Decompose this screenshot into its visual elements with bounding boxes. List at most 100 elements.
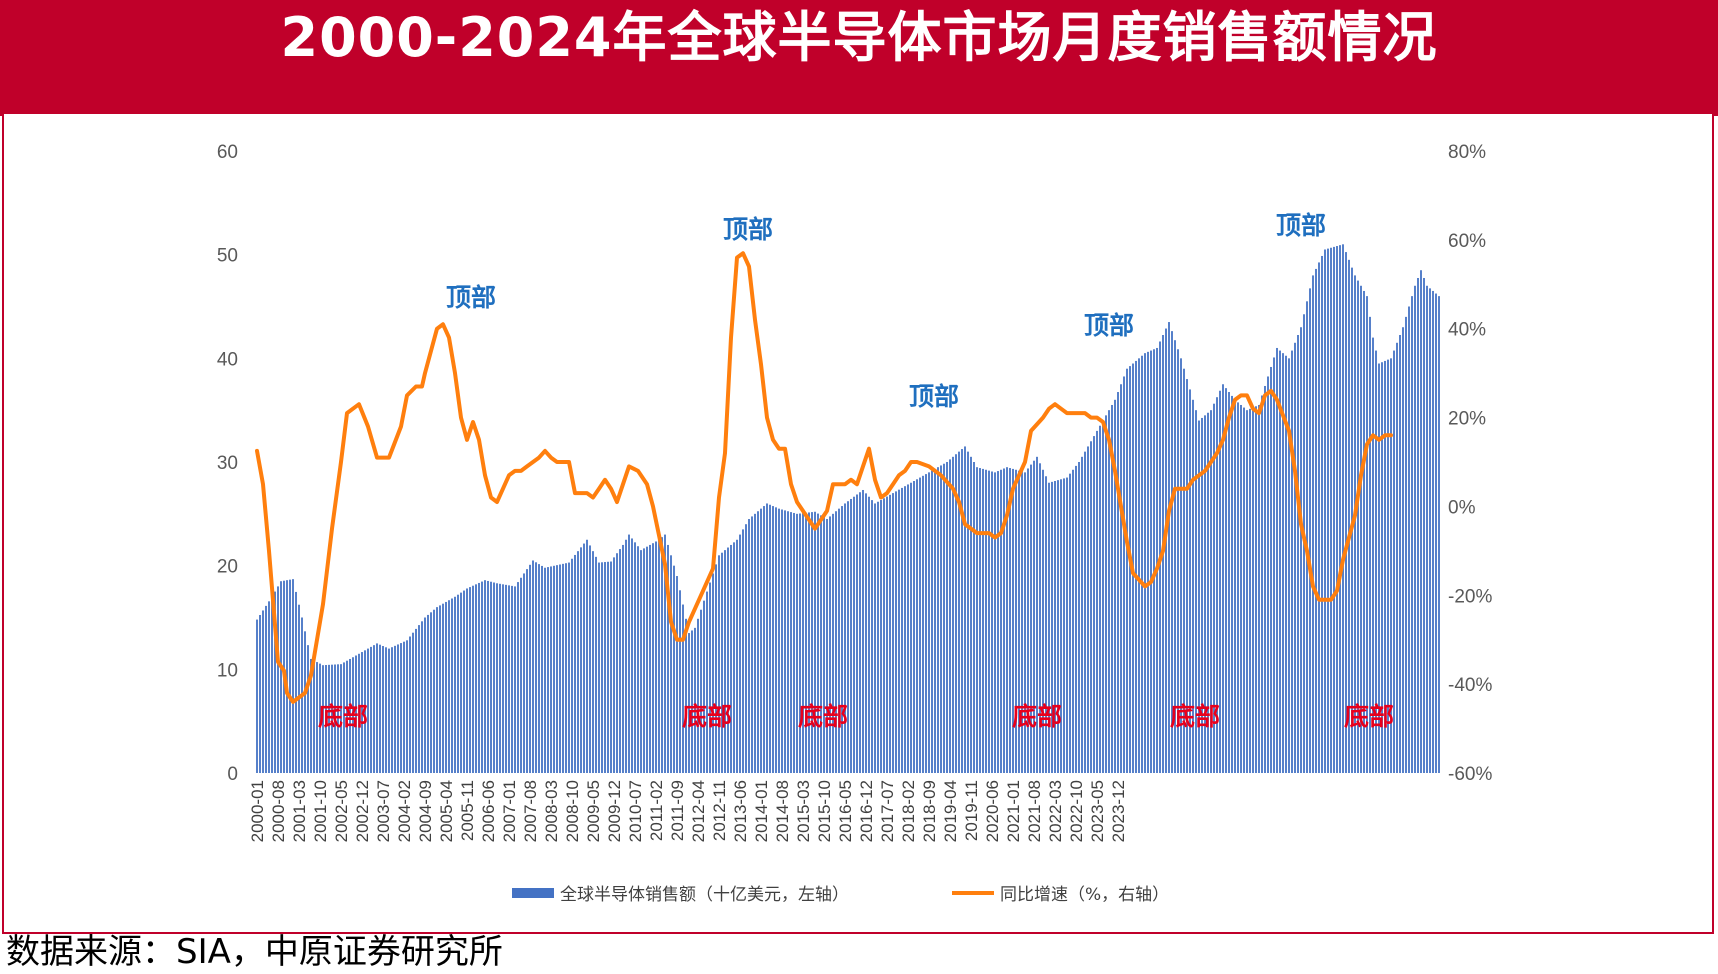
sales-bar xyxy=(574,554,576,773)
sales-bar xyxy=(1060,479,1062,773)
sales-bar xyxy=(1291,350,1293,773)
peak-annotation: 顶部 xyxy=(909,382,959,411)
sales-bar xyxy=(571,558,573,773)
sales-bar xyxy=(526,569,528,773)
sales-bar xyxy=(325,665,327,773)
sales-bar xyxy=(580,547,582,773)
sales-bar xyxy=(385,647,387,773)
sales-bar xyxy=(280,581,282,773)
sales-bar xyxy=(1126,368,1128,773)
sales-bar xyxy=(1432,290,1434,773)
sales-bar xyxy=(937,467,939,773)
legend: 全球半导体销售额（十亿美元，左轴） 同比增速（%，右轴） xyxy=(512,885,1169,905)
right-tick-label: -60% xyxy=(1448,764,1492,785)
sales-bar xyxy=(1192,399,1194,773)
sales-bar xyxy=(976,467,978,773)
sales-bar xyxy=(1426,285,1428,773)
sales-bar xyxy=(1147,351,1149,773)
sales-bar xyxy=(460,592,462,773)
sales-bar xyxy=(451,598,453,773)
sales-bar xyxy=(508,585,510,773)
sales-bar xyxy=(1240,404,1242,773)
sales-bar xyxy=(1195,410,1197,773)
sales-bar xyxy=(1255,406,1257,773)
sales-bar xyxy=(550,566,552,773)
sales-bar xyxy=(1264,385,1266,773)
x-tick-label: 2002-12 xyxy=(353,780,372,842)
sales-bar xyxy=(1051,481,1053,773)
sales-bar xyxy=(1009,468,1011,773)
sales-bar xyxy=(751,516,753,773)
sales-bar xyxy=(478,582,480,773)
sales-bar xyxy=(700,609,702,773)
sales-bar xyxy=(874,503,876,773)
sales-bar xyxy=(472,585,474,773)
sales-bar xyxy=(277,586,279,773)
sales-bar xyxy=(1402,327,1404,773)
sales-bar xyxy=(1144,353,1146,773)
sales-bar xyxy=(418,625,420,773)
sales-bar xyxy=(469,587,471,773)
x-tick-label: 2012-04 xyxy=(689,780,708,842)
sales-bar xyxy=(274,591,276,773)
sales-bar xyxy=(1285,355,1287,773)
sales-bar xyxy=(601,562,603,773)
x-tick-label: 2023-12 xyxy=(1109,780,1128,842)
sales-bar xyxy=(346,660,348,773)
sales-bar xyxy=(712,573,714,773)
sales-bar xyxy=(1036,456,1038,773)
title-banner: 2000-2024年全球半导体市场月度销售额情况 xyxy=(0,0,1718,116)
sales-bar xyxy=(265,605,267,773)
sales-bar xyxy=(1087,446,1089,773)
sales-bar xyxy=(358,653,360,773)
sales-bar xyxy=(598,562,600,773)
sales-bar xyxy=(679,590,681,773)
sales-bar xyxy=(562,563,564,773)
sales-bar xyxy=(430,612,432,773)
sales-bar xyxy=(628,534,630,773)
x-tick-label: 2016-12 xyxy=(857,780,876,842)
sales-bar xyxy=(352,657,354,773)
sales-bar xyxy=(637,546,639,773)
sales-bar xyxy=(652,543,654,773)
sales-bar xyxy=(1012,468,1014,773)
sales-bar xyxy=(493,582,495,773)
sales-bar xyxy=(1333,246,1335,773)
sales-bar xyxy=(1063,478,1065,773)
sales-bar xyxy=(1120,384,1122,773)
sales-bar xyxy=(1171,331,1173,773)
sales-bar xyxy=(1000,469,1002,773)
sales-bar xyxy=(535,562,537,773)
sales-bar xyxy=(1117,392,1119,773)
sales-bar xyxy=(1420,270,1422,773)
sales-bar xyxy=(1336,246,1338,773)
sales-bar xyxy=(1186,379,1188,773)
sales-bar xyxy=(355,655,357,773)
sales-bar xyxy=(685,618,687,773)
sales-bar xyxy=(1309,288,1311,773)
sales-bar xyxy=(256,619,258,773)
sales-bar xyxy=(1270,366,1272,773)
sales-bar xyxy=(1066,477,1068,773)
x-tick-label: 2008-10 xyxy=(563,780,582,842)
sales-bar xyxy=(724,550,726,773)
sales-bar xyxy=(439,605,441,773)
sales-bar xyxy=(643,548,645,773)
sales-bar xyxy=(559,564,561,773)
sales-bar xyxy=(1327,248,1329,773)
sales-bar xyxy=(640,550,642,773)
sales-bar xyxy=(1414,285,1416,773)
sales-bar xyxy=(1210,410,1212,773)
sales-bar xyxy=(1045,476,1047,773)
sales-bar xyxy=(448,600,450,773)
sales-bar xyxy=(1111,404,1113,773)
sales-bar xyxy=(859,492,861,773)
sales-bar xyxy=(988,470,990,773)
sales-bar xyxy=(1054,481,1056,773)
sales-bar xyxy=(1276,347,1278,773)
right-tick-label: -40% xyxy=(1448,675,1492,696)
sales-bar xyxy=(973,462,975,773)
sales-bar xyxy=(1258,404,1260,773)
sales-bar xyxy=(1312,275,1314,773)
